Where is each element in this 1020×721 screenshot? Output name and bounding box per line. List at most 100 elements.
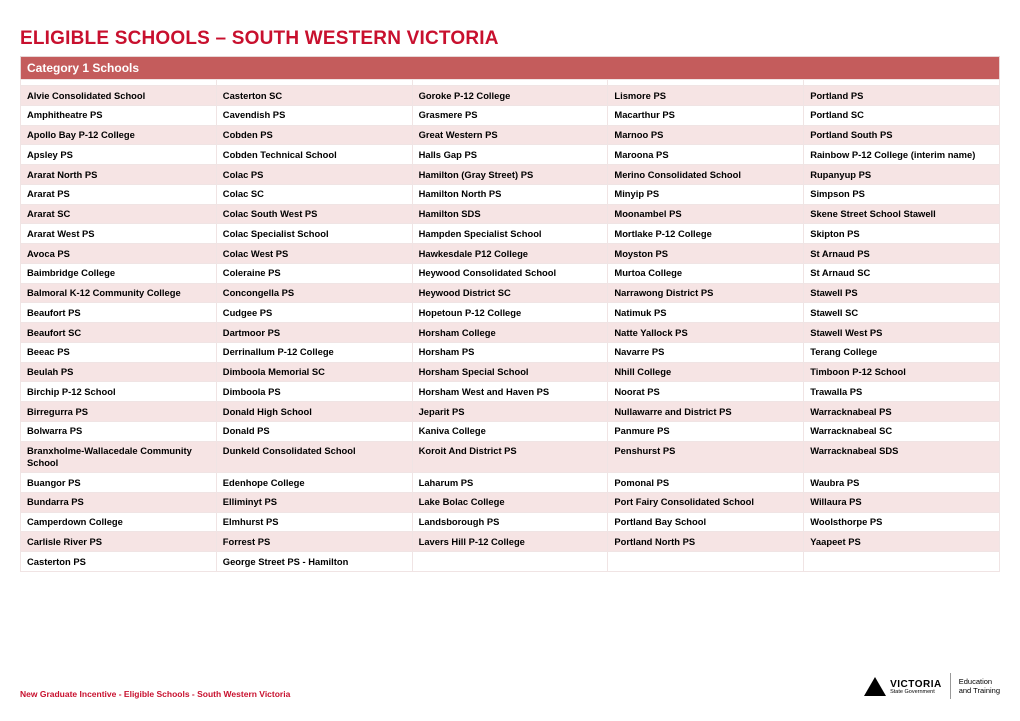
page-title: ELIGIBLE SCHOOLS – SOUTH WESTERN VICTORI… — [20, 28, 1000, 50]
table-cell: Elliminyt PS — [216, 492, 412, 512]
table-cell: Lake Bolac College — [412, 492, 608, 512]
footer: New Graduate Incentive - Eligible School… — [20, 673, 1000, 699]
table-cell: Skipton PS — [804, 224, 1000, 244]
logo-divider — [950, 673, 951, 699]
table-cell: Natimuk PS — [608, 303, 804, 323]
table-cell: Simpson PS — [804, 184, 1000, 204]
table-cell: Ararat SC — [21, 204, 217, 224]
table-cell: Elmhurst PS — [216, 512, 412, 532]
table-cell: Goroke P-12 College — [412, 86, 608, 106]
logo-dept-line2: and Training — [959, 686, 1000, 695]
table-cell: Beulah PS — [21, 362, 217, 382]
victoria-logo: VICTORIA State Government — [864, 677, 942, 696]
table-cell — [804, 552, 1000, 572]
table-cell: Birregurra PS — [21, 402, 217, 422]
table-cell: Moyston PS — [608, 244, 804, 264]
table-cell: Horsham Special School — [412, 362, 608, 382]
table-cell: Edenhope College — [216, 473, 412, 493]
table-cell: Cudgee PS — [216, 303, 412, 323]
table-row: Alvie Consolidated SchoolCasterton SCGor… — [21, 86, 1000, 106]
table-cell: Macarthur PS — [608, 105, 804, 125]
table-cell: Beaufort PS — [21, 303, 217, 323]
table-row: Apsley PSCobden Technical SchoolHalls Ga… — [21, 145, 1000, 165]
table-cell: Kaniva College — [412, 421, 608, 441]
table-cell: Portland North PS — [608, 532, 804, 552]
table-cell: Cavendish PS — [216, 105, 412, 125]
table-cell: Heywood Consolidated School — [412, 263, 608, 283]
table-cell: Natte Yallock PS — [608, 323, 804, 343]
table-row: Baimbridge CollegeColeraine PSHeywood Co… — [21, 263, 1000, 283]
table-cell: Yaapeet PS — [804, 532, 1000, 552]
table-cell: St Arnaud PS — [804, 244, 1000, 264]
table-cell: Donald High School — [216, 402, 412, 422]
table-row: Beulah PSDimboola Memorial SCHorsham Spe… — [21, 362, 1000, 382]
table-cell: Portland South PS — [804, 125, 1000, 145]
table-cell: Bundarra PS — [21, 492, 217, 512]
table-cell: Lavers Hill P-12 College — [412, 532, 608, 552]
table-cell: Coleraine PS — [216, 263, 412, 283]
table-cell: Colac SC — [216, 184, 412, 204]
table-cell: Mortlake P-12 College — [608, 224, 804, 244]
table-cell: Alvie Consolidated School — [21, 86, 217, 106]
table-cell: Great Western PS — [412, 125, 608, 145]
table-cell: St Arnaud SC — [804, 263, 1000, 283]
table-cell: Colac Specialist School — [216, 224, 412, 244]
table-cell: Pomonal PS — [608, 473, 804, 493]
table-row: Bolwarra PSDonald PSKaniva CollegePanmur… — [21, 421, 1000, 441]
table-cell: Dunkeld Consolidated School — [216, 441, 412, 473]
table-cell — [608, 552, 804, 572]
table-cell: Port Fairy Consolidated School — [608, 492, 804, 512]
table-row: Birregurra PSDonald High SchoolJeparit P… — [21, 402, 1000, 422]
table-cell: Horsham West and Haven PS — [412, 382, 608, 402]
table-cell: Dartmoor PS — [216, 323, 412, 343]
table-cell: Stawell SC — [804, 303, 1000, 323]
table-cell: Waubra PS — [804, 473, 1000, 493]
table-cell: Colac West PS — [216, 244, 412, 264]
table-cell: Horsham PS — [412, 342, 608, 362]
footer-text: New Graduate Incentive - Eligible School… — [20, 689, 290, 699]
table-cell: Merino Consolidated School — [608, 165, 804, 185]
table-row: Avoca PSColac West PSHawkesdale P12 Coll… — [21, 244, 1000, 264]
table-cell: Portland SC — [804, 105, 1000, 125]
table-cell: Hamilton North PS — [412, 184, 608, 204]
table-cell: Concongella PS — [216, 283, 412, 303]
table-row: Buangor PSEdenhope CollegeLaharum PSPomo… — [21, 473, 1000, 493]
logo-sub: State Government — [890, 690, 935, 696]
table-cell: Navarre PS — [608, 342, 804, 362]
table-cell: Rainbow P-12 College (interim name) — [804, 145, 1000, 165]
category-header: Category 1 Schools — [20, 56, 1000, 79]
table-row: Ararat PSColac SCHamilton North PSMinyip… — [21, 184, 1000, 204]
table-cell: Hamilton (Gray Street) PS — [412, 165, 608, 185]
table-cell: Halls Gap PS — [412, 145, 608, 165]
table-cell: Portland PS — [804, 86, 1000, 106]
table-cell: Colac PS — [216, 165, 412, 185]
table-cell: Beeac PS — [21, 342, 217, 362]
table-cell: Minyip PS — [608, 184, 804, 204]
table-cell: Landsborough PS — [412, 512, 608, 532]
table-row: Branxholme-Wallacedale Community SchoolD… — [21, 441, 1000, 473]
table-row: Apollo Bay P-12 CollegeCobden PSGreat We… — [21, 125, 1000, 145]
table-cell: Stawell PS — [804, 283, 1000, 303]
table-cell: Casterton PS — [21, 552, 217, 572]
table-row: Ararat North PSColac PSHamilton (Gray St… — [21, 165, 1000, 185]
table-cell: Skene Street School Stawell — [804, 204, 1000, 224]
table-cell: Apollo Bay P-12 College — [21, 125, 217, 145]
table-cell: Panmure PS — [608, 421, 804, 441]
table-cell: Colac South West PS — [216, 204, 412, 224]
table-row: Casterton PSGeorge Street PS - Hamilton — [21, 552, 1000, 572]
table-row: Bundarra PSElliminyt PSLake Bolac Colleg… — [21, 492, 1000, 512]
table-cell: Ararat PS — [21, 184, 217, 204]
table-cell: Rupanyup PS — [804, 165, 1000, 185]
table-cell: Amphitheatre PS — [21, 105, 217, 125]
table-cell: Buangor PS — [21, 473, 217, 493]
table-cell: Heywood District SC — [412, 283, 608, 303]
table-row: Camperdown CollegeElmhurst PSLandsboroug… — [21, 512, 1000, 532]
table-cell: Donald PS — [216, 421, 412, 441]
table-cell: Bolwarra PS — [21, 421, 217, 441]
table-row: Birchip P-12 SchoolDimboola PSHorsham We… — [21, 382, 1000, 402]
table-cell: Woolsthorpe PS — [804, 512, 1000, 532]
table-cell: Terang College — [804, 342, 1000, 362]
table-cell: Laharum PS — [412, 473, 608, 493]
table-cell: Warracknabeal SC — [804, 421, 1000, 441]
table-cell: Hamilton SDS — [412, 204, 608, 224]
